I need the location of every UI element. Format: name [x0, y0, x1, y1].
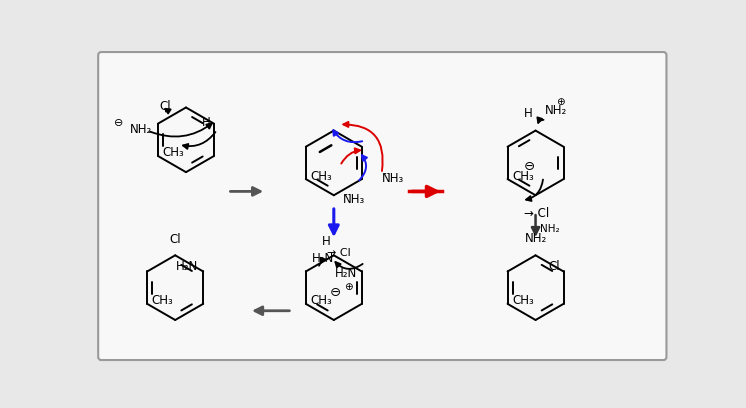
Text: CH₃: CH₃ [163, 146, 184, 160]
Text: H: H [202, 115, 211, 129]
Text: H₂N: H₂N [335, 266, 357, 279]
Text: → Cl: → Cl [524, 207, 550, 220]
Text: NH₂: NH₂ [545, 104, 567, 117]
Text: Cl: Cl [549, 260, 560, 273]
Text: ⊖: ⊖ [524, 160, 535, 173]
Text: NH₂: NH₂ [540, 224, 560, 234]
Text: → Cl: → Cl [327, 248, 351, 258]
Text: ⊕: ⊕ [556, 98, 565, 107]
Text: ⊖: ⊖ [330, 286, 341, 299]
Text: CH₃: CH₃ [151, 294, 174, 307]
Text: H₂N: H₂N [176, 260, 198, 273]
Text: N̈H₃: N̈H₃ [381, 172, 404, 185]
Text: CH₃: CH₃ [513, 294, 534, 307]
Text: ⊕: ⊕ [344, 282, 352, 292]
Text: H: H [524, 107, 532, 120]
Text: CH₃: CH₃ [310, 294, 332, 307]
Text: ⊖: ⊖ [113, 118, 123, 128]
Text: CH₃: CH₃ [513, 169, 534, 182]
Text: H: H [322, 235, 330, 248]
FancyBboxPatch shape [98, 52, 666, 360]
Text: Cl: Cl [169, 233, 181, 246]
Text: N̈H₃: N̈H₃ [343, 193, 366, 206]
Text: Cl: Cl [160, 100, 171, 113]
Text: NH₂: NH₂ [524, 232, 547, 244]
Text: H₂N: H₂N [312, 252, 334, 265]
Text: NH₂: NH₂ [130, 122, 152, 135]
Text: CH₃: CH₃ [310, 169, 332, 182]
